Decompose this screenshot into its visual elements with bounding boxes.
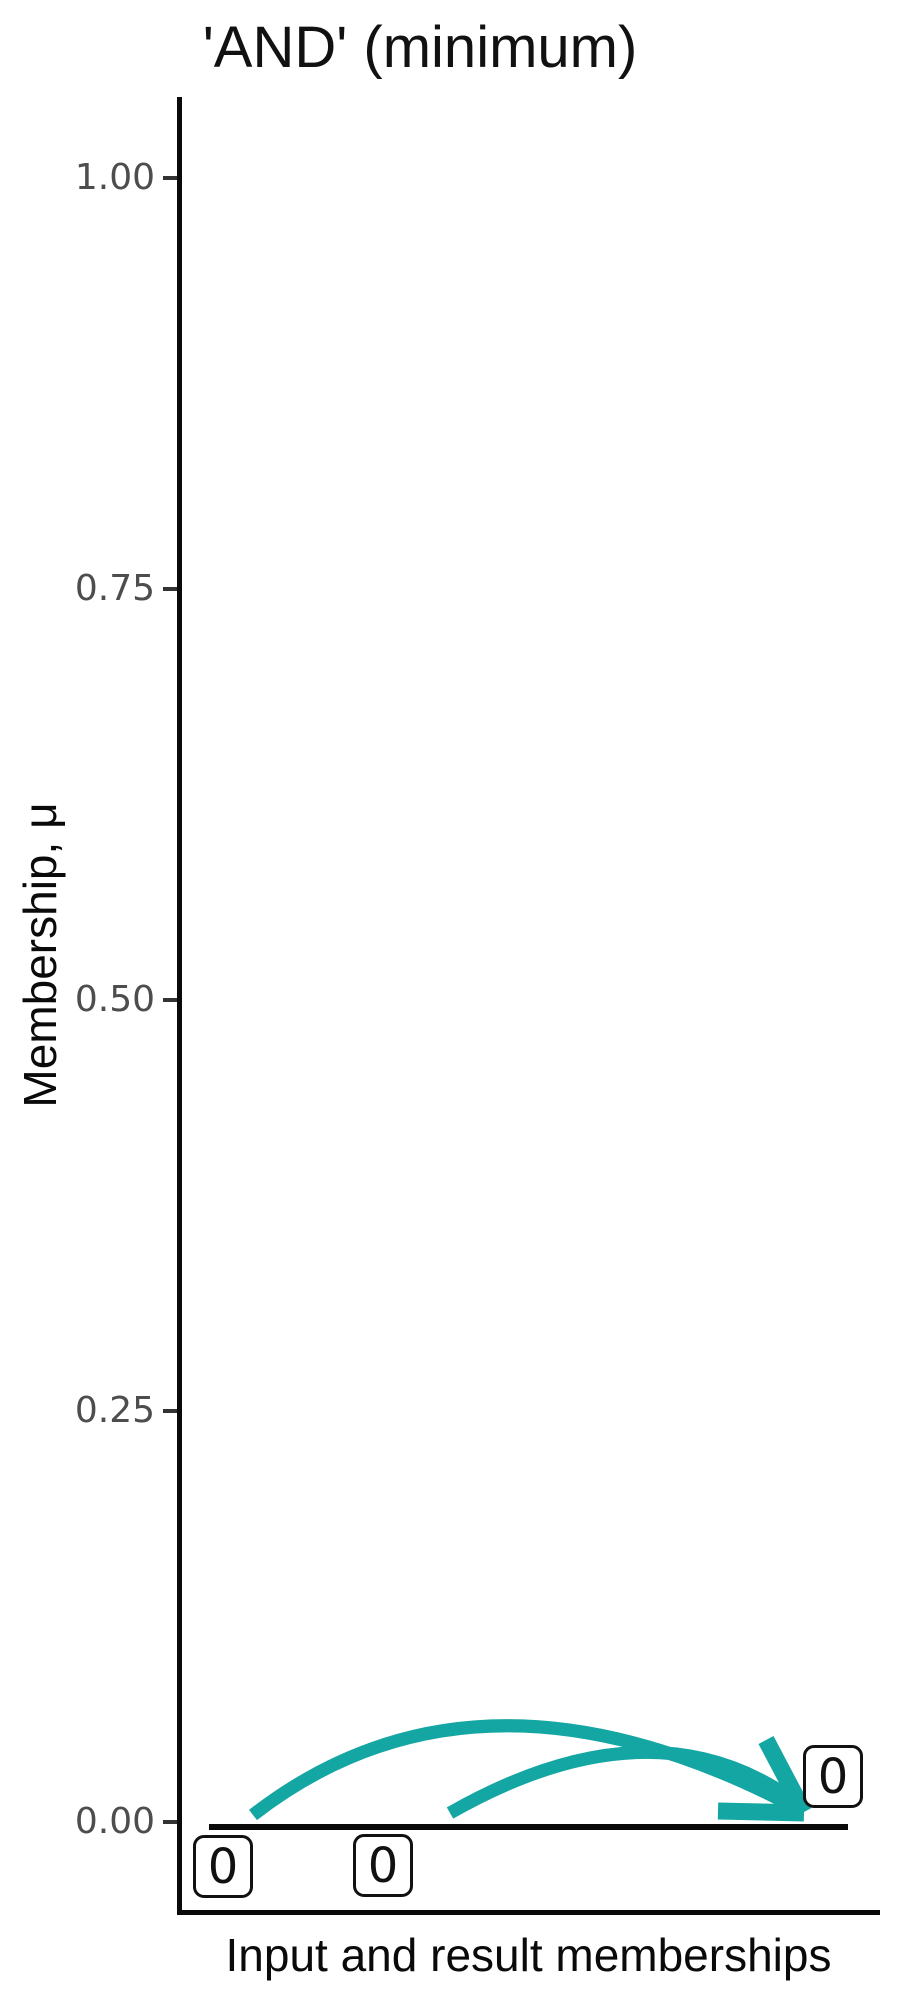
y-tick-label-0.75: 0.75: [74, 568, 155, 609]
membership-zero-line: [209, 1824, 848, 1830]
value-label-input-2-text: 0: [367, 1837, 399, 1894]
y-tick-label-0.50: 0.50: [74, 979, 155, 1020]
arrowhead-upper-barb-icon: [758, 1736, 812, 1816]
value-label-input-2: 0: [353, 1834, 413, 1897]
y-tick-label-0.25: 0.25: [74, 1390, 155, 1431]
y-tick-mark-0.00: [163, 1820, 177, 1824]
value-label-input-1-text: 0: [207, 1838, 239, 1895]
chart-title: 'AND' (minimum): [202, 15, 638, 80]
y-tick-mark-0.50: [163, 998, 177, 1002]
y-tick-mark-0.75: [163, 587, 177, 591]
arrow-curve-input-2: [446, 1745, 799, 1819]
value-label-input-1: 0: [193, 1835, 253, 1898]
value-label-result-text: 0: [817, 1748, 849, 1805]
y-tick-label-1.00: 1.00: [74, 157, 155, 198]
x-axis-line: [177, 1910, 880, 1915]
y-tick-mark-0.25: [163, 1409, 177, 1413]
arrowhead-lower-barb-icon: [717, 1802, 805, 1822]
y-tick-label-0.00: 0.00: [74, 1801, 155, 1842]
x-axis-title: Input and result memberships: [225, 1929, 832, 1981]
arrow-curve-input-1: [249, 1719, 808, 1821]
y-tick-mark-1.00: [163, 176, 177, 180]
value-label-result: 0: [803, 1745, 863, 1808]
y-axis-line: [177, 97, 182, 1915]
